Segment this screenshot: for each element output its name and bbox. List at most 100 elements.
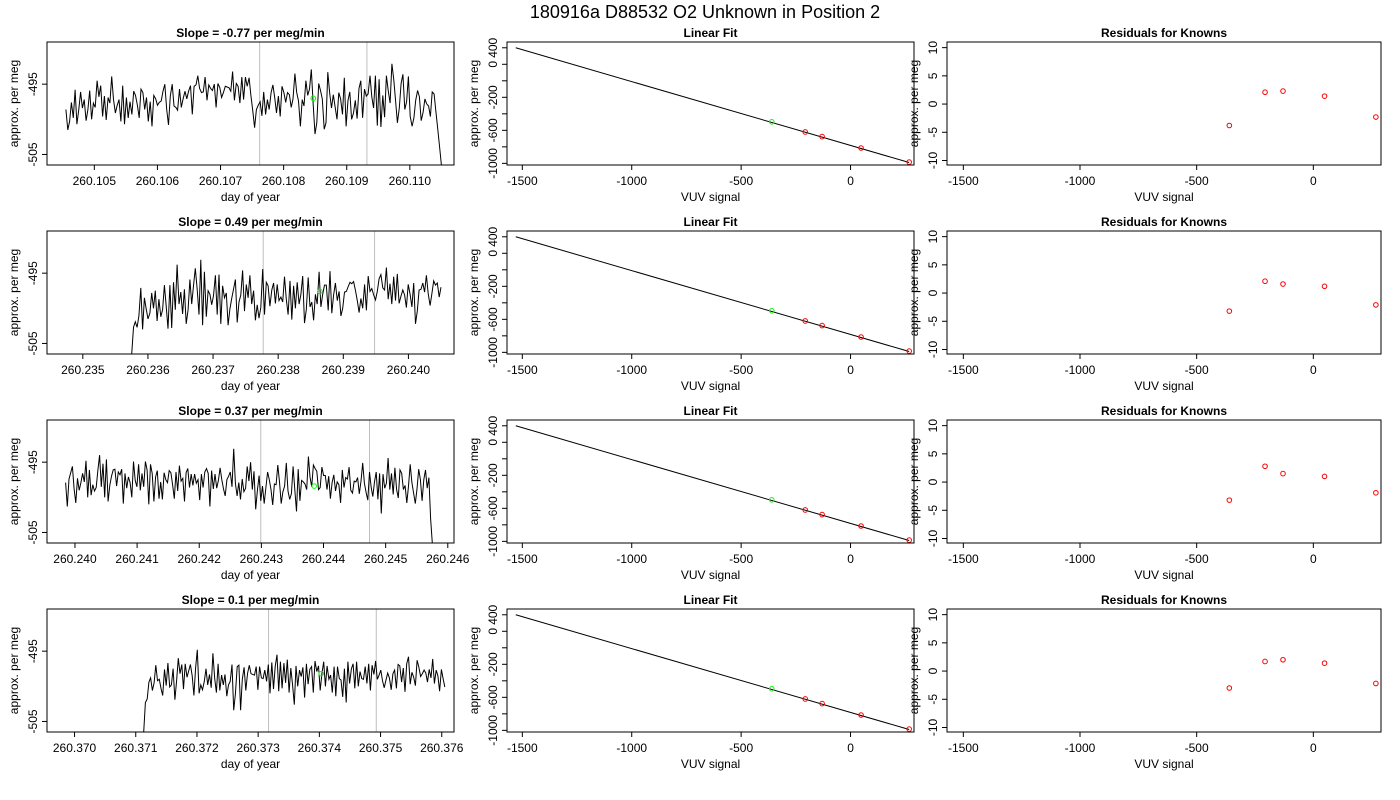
x-tick-label: -500 — [729, 363, 753, 377]
y-axis: -10 -5 0 5 10 — [926, 41, 947, 169]
residual-point — [1280, 281, 1286, 287]
y-tick-label: -505 — [26, 142, 40, 166]
x-axis-label: day of year — [221, 379, 280, 393]
x-axis: -1500 -1000 -500 0 — [948, 732, 1317, 755]
x-tick-label: 260.239 — [322, 363, 366, 377]
x-tick-label: -1000 — [616, 741, 647, 755]
x-axis: -1500 -1000 -500 0 — [507, 543, 854, 566]
y-axis-label: approx. per meg — [907, 60, 921, 147]
y-axis: -505 -495 — [26, 261, 47, 355]
panel-title: Residuals for Knowns — [1101, 593, 1227, 607]
plot-area — [131, 231, 442, 354]
y-tick-label: 5 — [926, 261, 940, 268]
known-point — [906, 159, 912, 165]
x-tick-label: 260.373 — [236, 741, 280, 755]
y-tick-label: 0 — [486, 439, 500, 446]
x-tick-label: -1500 — [948, 741, 979, 755]
panel-title: Slope = 0.49 per meg/min — [178, 215, 322, 229]
x-tick-label: -500 — [729, 741, 753, 755]
y-tick-label: -600 — [486, 307, 500, 331]
known-point — [802, 318, 809, 324]
y-tick-label: -600 — [486, 496, 500, 520]
plot-area — [143, 609, 446, 732]
x-tick-label: 0 — [1310, 741, 1317, 755]
x-tick-label: 0 — [847, 363, 854, 377]
y-tick-label: -1000 — [486, 337, 500, 368]
y-tick-label: 0 — [486, 250, 500, 257]
y-tick-label: 10 — [926, 608, 940, 622]
known-point — [906, 348, 912, 354]
y-axis-label: approx. per meg — [7, 249, 21, 336]
x-axis: 260.370 260.371 260.372 260.373 260.374 260.3… — [53, 732, 464, 755]
residual-point — [1262, 89, 1268, 96]
panel-title: Linear Fit — [683, 26, 737, 40]
y-tick-label: -495 — [26, 72, 40, 96]
panel-linear-fit-4: Linear Fit -1500 -1000 -500 0 VUV signal -1000… — [467, 593, 915, 771]
plot-area — [515, 47, 912, 165]
plot-frame — [506, 41, 915, 166]
x-tick-label: 260.240 — [387, 363, 431, 377]
x-tick-label: -500 — [1185, 174, 1209, 188]
x-tick-label: 260.242 — [178, 552, 222, 566]
known-point — [819, 700, 825, 707]
y-axis-label: approx. per meg — [467, 249, 481, 336]
y-tick-label: 400 — [486, 37, 500, 57]
series-line — [65, 63, 442, 165]
fit-line — [515, 236, 910, 353]
panel-title: Residuals for Knowns — [1101, 404, 1227, 418]
x-tick-label: 260.376 — [420, 741, 464, 755]
panel-title: Linear Fit — [683, 404, 737, 418]
y-axis: -1000 -600 -200 0 400 — [486, 604, 507, 746]
known-point — [906, 726, 912, 732]
x-axis-label: VUV signal — [681, 190, 740, 204]
x-tick-label: 260.110 — [389, 174, 432, 188]
panel-residuals-1: Residuals for Knowns -1500 -1000 -500 0 VUV s… — [907, 26, 1382, 204]
y-tick-label: -5 — [926, 505, 940, 516]
known-point — [802, 696, 809, 702]
y-tick-label: 5 — [926, 72, 940, 79]
x-tick-label: 260.243 — [240, 552, 284, 566]
y-tick-label: 0 — [926, 478, 940, 485]
plot-frame — [946, 41, 1382, 166]
x-tick-label: -1500 — [507, 552, 538, 566]
panel-residuals-3: Residuals for Knowns -1500 -1000 -500 0 VUV s… — [907, 404, 1382, 582]
x-tick-label: 260.238 — [256, 363, 300, 377]
y-tick-label: -505 — [26, 520, 40, 544]
x-tick-label: -1500 — [507, 741, 538, 755]
known-point — [858, 145, 864, 151]
y-axis-label: approx. per meg — [467, 438, 481, 525]
y-tick-label: 0 — [926, 667, 940, 674]
unknown-point — [768, 119, 775, 125]
plot-frame — [946, 608, 1382, 733]
y-tick-label: -495 — [26, 450, 40, 474]
unknown-marker-point — [318, 670, 324, 677]
panel-title: Residuals for Knowns — [1101, 215, 1227, 229]
x-axis: -1500 -1000 -500 0 — [507, 354, 854, 377]
panel-linear-fit-3: Linear Fit -1500 -1000 -500 0 VUV signal -1000… — [467, 404, 915, 582]
known-point — [858, 523, 864, 529]
y-tick-label: -200 — [486, 652, 500, 676]
residual-point — [1373, 302, 1379, 308]
y-tick-label: -600 — [486, 685, 500, 709]
y-tick-label: -505 — [26, 709, 40, 733]
known-point — [802, 507, 809, 513]
residual-point — [1226, 685, 1233, 691]
x-tick-label: 260.235 — [61, 363, 105, 377]
known-point — [802, 129, 809, 135]
x-tick-label: -500 — [1185, 552, 1209, 566]
residual-point — [1226, 497, 1233, 503]
x-tick-label: -1000 — [616, 363, 647, 377]
x-axis-label: VUV signal — [681, 568, 740, 582]
y-tick-label: 5 — [926, 639, 940, 646]
x-tick-label: -1000 — [1065, 552, 1096, 566]
x-tick-label: 260.240 — [53, 552, 97, 566]
x-tick-label: -1500 — [948, 174, 979, 188]
y-axis-label: approx. per meg — [467, 60, 481, 147]
residual-point — [1262, 278, 1268, 285]
known-point — [819, 511, 825, 518]
y-axis: -505 -495 — [26, 639, 47, 733]
residual-point — [1373, 114, 1379, 120]
y-axis-label: approx. per meg — [907, 438, 921, 525]
fit-line — [515, 47, 910, 164]
x-tick-label: -1000 — [616, 552, 647, 566]
